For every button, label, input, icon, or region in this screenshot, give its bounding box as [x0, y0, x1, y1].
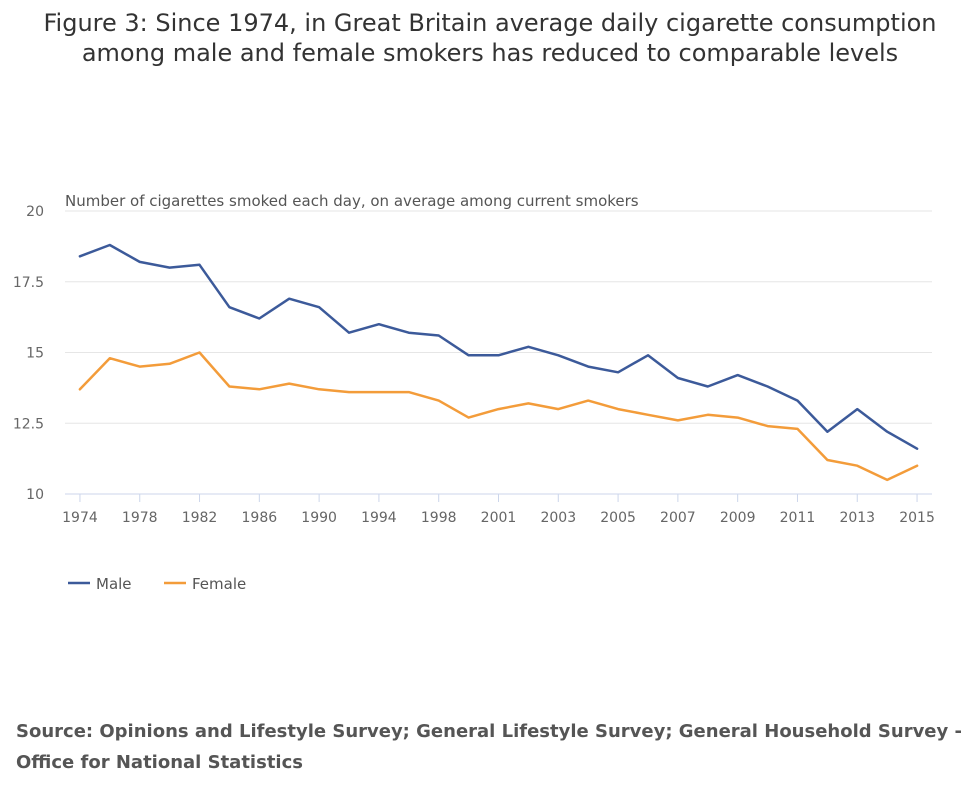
x-tick-label: 1982 — [182, 510, 218, 526]
y-tick-labels: 10 12.5 15 17.5 20 — [13, 204, 44, 503]
chart-title: Figure 3: Since 1974, in Great Britain a… — [20, 8, 960, 68]
x-tick-label: 2015 — [899, 510, 935, 526]
x-tick-label: 1986 — [242, 510, 278, 526]
x-tick-label: 2011 — [780, 510, 816, 526]
legend-label: Female — [192, 575, 246, 593]
legend-item-male[interactable]: Male — [68, 575, 132, 593]
series-line-male[interactable] — [78, 243, 919, 450]
gridlines — [65, 210, 932, 424]
chart-title-line-1: Figure 3: Since 1974, in Great Britain a… — [43, 9, 937, 37]
x-tick-label: 2005 — [600, 510, 636, 526]
y-tick-label: 20 — [26, 204, 44, 220]
y-tick-label: 17.5 — [13, 275, 44, 291]
x-tick-label: 2013 — [839, 510, 875, 526]
legend-item-female[interactable]: Female — [164, 575, 246, 593]
line-chart: Number of cigarettes smoked each day, on… — [13, 192, 935, 593]
x-tick-label: 1974 — [62, 510, 98, 526]
y-tick-label: 12.5 — [13, 416, 44, 432]
x-tick-label: 2001 — [481, 510, 517, 526]
y-tick-label: 15 — [26, 346, 44, 362]
series-lines — [78, 243, 919, 482]
chart-title-line-2: among male and female smokers has reduce… — [81, 39, 899, 67]
legend-label: Male — [96, 575, 132, 593]
legend[interactable]: Male Female — [68, 575, 246, 593]
x-tick-label: 1990 — [301, 510, 337, 526]
source-note: Source: Opinions and Lifestyle Survey; G… — [16, 721, 962, 773]
x-tick-label: 1994 — [361, 510, 397, 526]
y-axis-label: Number of cigarettes smoked each day, on… — [65, 192, 639, 210]
series-line-female[interactable] — [78, 351, 919, 482]
x-tick-label: 1978 — [122, 510, 158, 526]
x-tick-label: 2007 — [660, 510, 696, 526]
x-ticks: 1974 1978 1982 1986 1990 1994 1998 2001 2003 2005… — [62, 494, 935, 526]
x-tick-label: 1998 — [421, 510, 457, 526]
x-tick-label: 2009 — [720, 510, 756, 526]
x-tick-label: 2003 — [540, 510, 576, 526]
y-tick-label: 10 — [26, 487, 44, 503]
